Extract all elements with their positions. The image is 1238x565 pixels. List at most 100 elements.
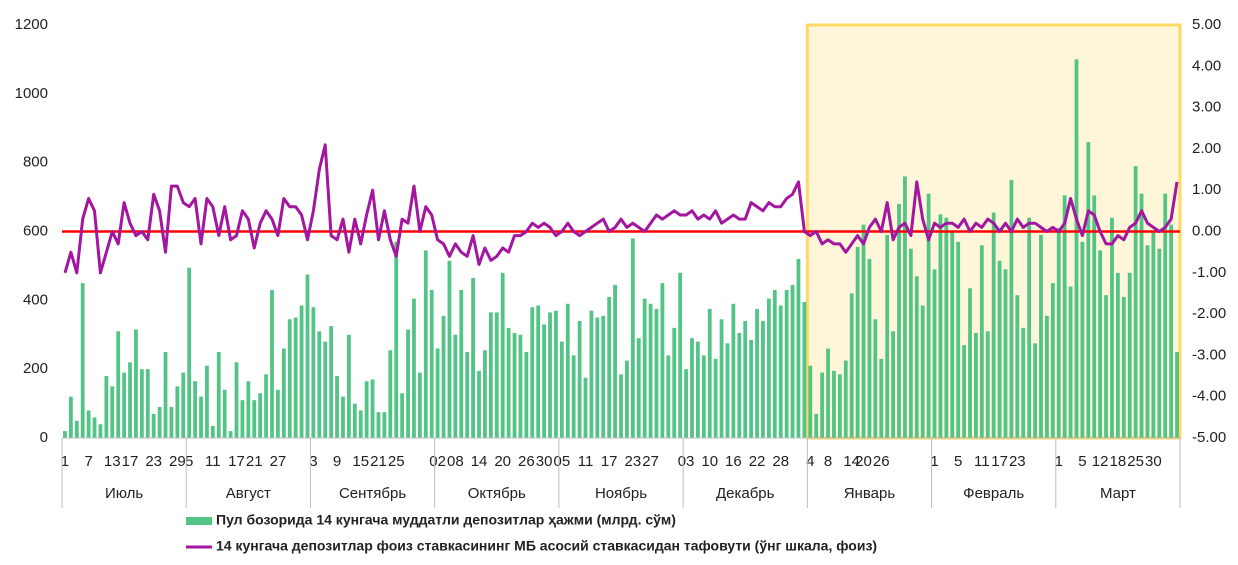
x-tick-label: 21 (370, 453, 387, 470)
bar (920, 305, 925, 438)
bar (701, 355, 706, 438)
x-tick-label: 8 (824, 453, 832, 470)
bar (1062, 195, 1067, 438)
bar (471, 277, 476, 438)
x-tick-label: 12 (1092, 453, 1109, 470)
x-tick-label: 16 (725, 453, 742, 470)
bar (1050, 283, 1055, 438)
bar (412, 298, 416, 438)
legend-label: 14 кунгача депозитлар фоиз ставкасининг … (216, 538, 877, 554)
bar (264, 374, 268, 438)
x-tick-label: 25 (388, 453, 405, 470)
bar (388, 350, 393, 438)
x-tick-label: 1 (1055, 453, 1063, 470)
bar (696, 341, 700, 438)
bar (1092, 195, 1097, 438)
bar (743, 320, 748, 438)
bar (477, 370, 481, 438)
bar (879, 358, 884, 438)
bar (151, 413, 156, 438)
bar (755, 308, 759, 438)
bar (897, 203, 901, 438)
y2-tick-label: -3.00 (1192, 346, 1226, 363)
y-tick-label: 1000 (15, 85, 48, 102)
bar (1068, 286, 1073, 438)
bar (725, 343, 730, 438)
bar (1045, 315, 1049, 438)
bar (944, 217, 949, 438)
bar (352, 403, 357, 438)
x-tick-label: 1 (61, 453, 69, 470)
bar (494, 312, 499, 438)
x-tick-label: 17 (228, 453, 245, 470)
x-tick-label: 10 (701, 453, 718, 470)
bar (500, 272, 505, 438)
bar (518, 334, 523, 438)
bar (719, 319, 724, 438)
bar (802, 302, 807, 438)
x-tick-label: 02 (429, 453, 446, 470)
bar (1169, 224, 1174, 438)
bar (826, 348, 830, 438)
bar (258, 393, 263, 438)
bar (565, 303, 570, 438)
x-tick-label: 4 (806, 453, 814, 470)
bar (630, 238, 635, 438)
bar (453, 334, 458, 438)
bar (536, 305, 541, 438)
bar (974, 333, 978, 438)
bar (423, 250, 428, 438)
bar (74, 420, 79, 438)
bar (583, 377, 588, 438)
bar (234, 362, 239, 438)
bar (832, 370, 836, 438)
group-label: Ноябрь (595, 485, 647, 502)
bar (619, 374, 623, 438)
bar (246, 381, 251, 438)
y2-tick-label: 3.00 (1192, 99, 1221, 116)
y-tick-label: 200 (23, 360, 48, 377)
bar (169, 407, 174, 438)
legend-swatch (186, 517, 212, 525)
x-tick-label: 20 (855, 453, 872, 470)
bar (885, 234, 890, 438)
bar (222, 389, 227, 438)
bar (488, 312, 493, 438)
bar (80, 283, 85, 438)
bar (613, 284, 617, 438)
bar (784, 290, 789, 438)
bar (891, 331, 895, 438)
bar (778, 305, 783, 438)
group-label: Февраль (963, 485, 1024, 502)
bar (1080, 241, 1085, 438)
bar (1175, 351, 1179, 438)
bar (317, 331, 322, 438)
bar (1056, 228, 1061, 438)
bar (92, 417, 97, 438)
bar (347, 334, 351, 438)
bar (985, 331, 990, 438)
y2-tick-label: 5.00 (1192, 16, 1221, 33)
bar (968, 288, 972, 438)
bar (979, 245, 984, 438)
bar (820, 372, 825, 438)
bar (270, 290, 274, 438)
bar (571, 355, 576, 438)
bar (914, 276, 919, 438)
bar (524, 351, 529, 438)
x-tick-label: 9 (333, 453, 341, 470)
x-tick-label: 22 (749, 453, 766, 470)
bar (625, 360, 629, 438)
x-tick-label: 23 (624, 453, 641, 470)
bar (873, 319, 878, 438)
bar (554, 310, 558, 438)
y-tick-label: 800 (23, 154, 48, 171)
bar (228, 431, 233, 438)
bar (903, 176, 907, 438)
bar (814, 413, 819, 438)
group-label: Июль (105, 485, 143, 502)
bar (867, 259, 872, 438)
bar (187, 267, 192, 438)
bar (1127, 272, 1132, 438)
bar (1121, 296, 1126, 438)
